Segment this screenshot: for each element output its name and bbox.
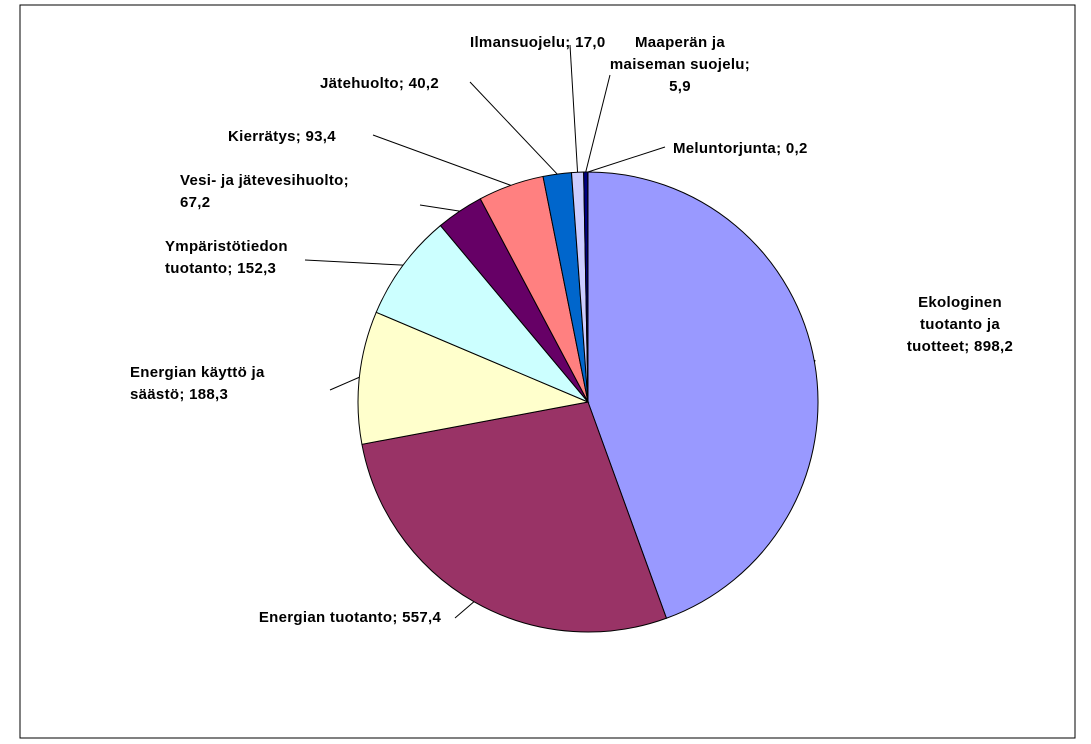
label-separator: ; [179, 386, 190, 403]
pie-slice [587, 171, 819, 619]
data-label: Energian tuotanto; 557,4 [245, 607, 455, 629]
label-category: Maaperän ja maiseman suojelu [609, 34, 745, 73]
label-separator: ; [392, 609, 403, 626]
label-separator: ; [227, 260, 238, 277]
leader-line [372, 134, 512, 186]
label-category: Ilmansuojelu [470, 34, 566, 51]
label-separator: ; [343, 172, 349, 189]
label-separator: ; [295, 128, 306, 145]
pie-slice [375, 224, 589, 403]
leader-line [329, 376, 360, 391]
label-separator: ; [776, 140, 786, 157]
leader-line [469, 81, 558, 175]
label-category: Energian tuotanto [258, 609, 393, 626]
leader-line [454, 601, 475, 619]
label-separator: ; [565, 34, 576, 51]
data-label: Energian käyttö ja säästö; 188,3 [130, 362, 290, 406]
data-label: Ekologinen tuotanto ja tuotteet; 898,2 [895, 292, 1025, 358]
label-category: Vesi- ja jätevesihuolto [180, 172, 344, 189]
label-category: Ekologinen tuotanto ja tuotteet [906, 294, 1002, 355]
label-value: 898,2 [974, 338, 1014, 355]
data-label: Jätehuolto; 40,2 [320, 73, 439, 95]
label-category: Jätehuolto [320, 75, 399, 92]
data-label: Ympäristötiedon tuotanto; 152,3 [165, 236, 305, 280]
label-value: 40,2 [408, 75, 440, 92]
leader-line [419, 204, 460, 212]
data-label: Maaperän ja maiseman suojelu; 5,9 [605, 32, 755, 98]
label-value: 557,4 [402, 609, 442, 626]
label-value: 152,3 [237, 260, 277, 277]
data-label: Kierrätys; 93,4 [228, 126, 336, 148]
label-separator: ; [964, 338, 975, 355]
data-label: Ilmansuojelu; 17,0 [470, 32, 605, 54]
label-value: 67,2 [180, 194, 211, 211]
label-value: 188,3 [189, 386, 229, 403]
label-value: 5,9 [669, 78, 691, 95]
label-category: Ympäristötiedon tuotanto [165, 238, 288, 277]
label-separator: ; [744, 56, 751, 73]
leader-line [569, 44, 579, 173]
leader-line [304, 259, 404, 266]
label-category: Energian käyttö ja säästö [130, 364, 265, 403]
label-value: 17,0 [575, 34, 606, 51]
label-value: 93,4 [305, 128, 336, 145]
data-label: Vesi- ja jätevesihuolto; 67,2 [180, 170, 350, 214]
label-separator: ; [398, 75, 409, 92]
data-label: Meluntorjunta; 0,2 [673, 138, 808, 160]
leader-line [587, 146, 666, 173]
leader-line [585, 74, 611, 173]
label-category: Kierrätys [228, 128, 296, 145]
pie-slice [357, 311, 590, 445]
label-value: 0,2 [785, 140, 808, 157]
label-category: Meluntorjunta [673, 140, 777, 157]
